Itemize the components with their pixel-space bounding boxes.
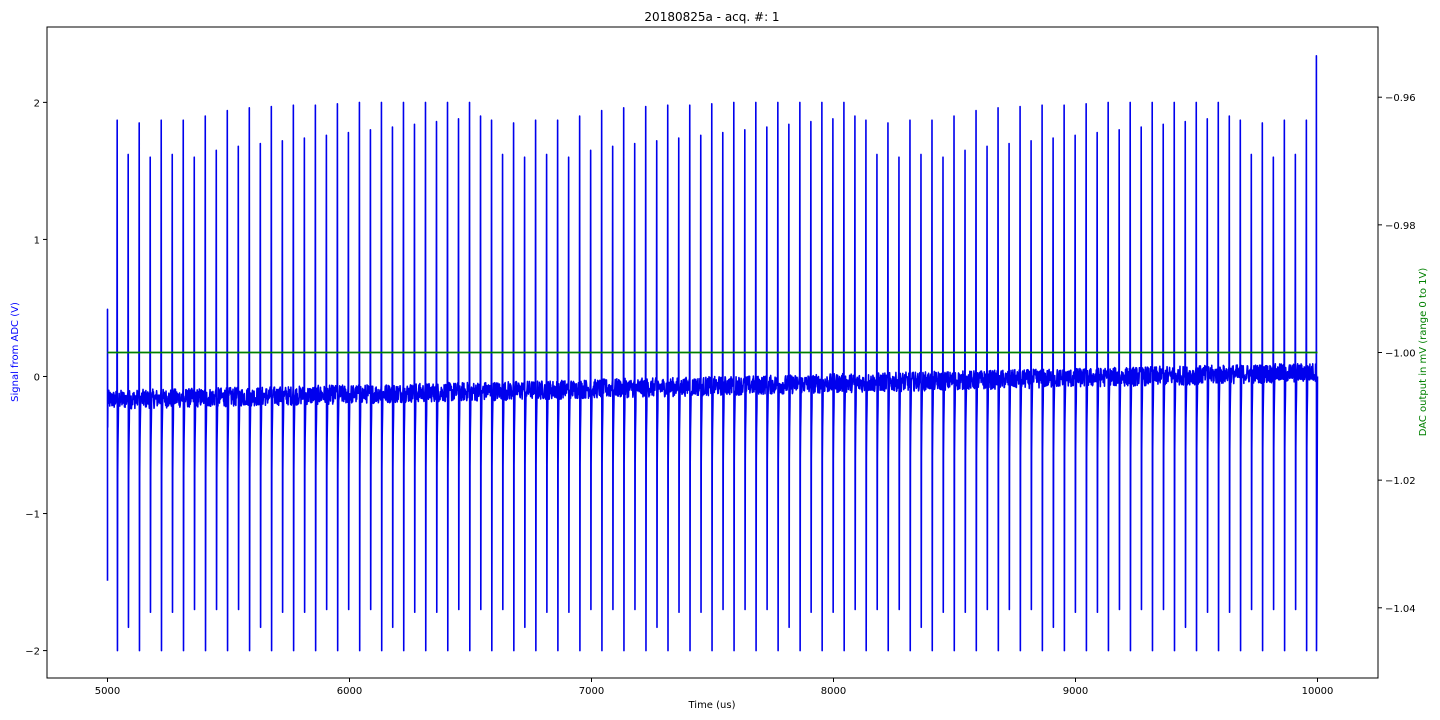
- right-y-tick-label: −0.98: [1385, 221, 1416, 232]
- left-y-axis: −2 −1 0 1 2: [25, 98, 47, 658]
- right-y-axis-title: DAC output in mV (range 0 to 1V): [1418, 268, 1429, 437]
- signal-series-line: [106, 54, 1319, 652]
- x-axis: 5000 6000 7000 8000 9000 10000: [95, 678, 1334, 697]
- chart-title: 20180825a - acq. #: 1: [644, 10, 779, 24]
- x-tick-label: 7000: [579, 686, 604, 697]
- x-tick-label: 9000: [1063, 686, 1088, 697]
- x-tick-label: 6000: [337, 686, 362, 697]
- x-axis-title: Time (us): [687, 700, 735, 711]
- right-y-tick-label: −0.96: [1385, 93, 1416, 104]
- x-tick-label: 5000: [95, 686, 120, 697]
- right-y-axis: −1.04 −1.02 −1.00 −0.98 −0.96: [1378, 93, 1416, 615]
- right-y-tick-label: −1.00: [1385, 349, 1416, 360]
- left-y-tick-label: 0: [34, 372, 40, 383]
- left-y-tick-label: 1: [34, 235, 40, 246]
- right-y-tick-label: −1.04: [1385, 604, 1416, 615]
- left-y-tick-label: −1: [25, 510, 40, 521]
- plot-area: [106, 54, 1319, 652]
- left-y-tick-label: −2: [25, 647, 40, 658]
- left-y-axis-title: Signal from ADC (V): [10, 302, 21, 402]
- right-y-tick-label: −1.02: [1385, 476, 1416, 487]
- x-tick-label: 8000: [821, 686, 846, 697]
- left-y-tick-label: 2: [34, 98, 40, 109]
- x-tick-label: 10000: [1302, 686, 1334, 697]
